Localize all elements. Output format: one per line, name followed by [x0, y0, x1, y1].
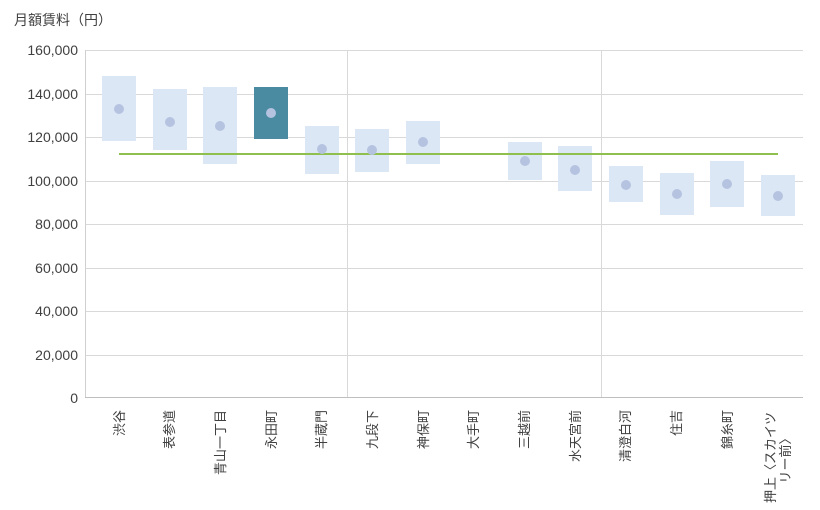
- median-dot: [114, 103, 124, 114]
- y-axis-tick-label: 120,000: [27, 129, 78, 145]
- x-axis-category-label: 三越前: [517, 410, 532, 450]
- gridline: [85, 137, 803, 138]
- gridline: [85, 267, 803, 269]
- gridline: [85, 224, 803, 225]
- plot-area: 渋谷 表参道 青山一丁目 永田町 半蔵門 九段下 神保町 大手町 三越前 水天宮前 清澄白河 住吉 錦糸…: [85, 50, 803, 503]
- median-dot: [519, 155, 530, 166]
- y-axis-tick-label: 100,000: [27, 172, 78, 189]
- y-axis-line: [85, 50, 86, 398]
- gridline: [85, 180, 803, 182]
- x-axis-line: [85, 397, 803, 398]
- x-axis-category-label: 大手町: [466, 410, 482, 450]
- x-axis-category-label: 清澄白河: [618, 410, 634, 463]
- average-line: [119, 153, 778, 156]
- median-dot: [722, 178, 733, 189]
- median-dot: [418, 137, 429, 148]
- median-dot: [570, 164, 581, 175]
- gridline: [85, 93, 803, 95]
- median-dot: [266, 108, 277, 119]
- group-separator-line: [600, 50, 602, 398]
- y-axis-tick-label: 0: [70, 390, 78, 406]
- x-axis-category-label: 九段下: [364, 410, 380, 450]
- gridline: [85, 311, 803, 312]
- x-axis-category-label: 表参道: [162, 410, 178, 450]
- median-dot: [620, 179, 631, 190]
- chart-title: 月額賃料（円）: [14, 12, 112, 28]
- median-dot: [316, 144, 327, 154]
- y-axis-tick-label: 140,000: [27, 85, 78, 102]
- gridline: [85, 50, 803, 51]
- y-axis-tick-label: 20,000: [35, 346, 78, 363]
- median-dot: [773, 190, 783, 201]
- y-axis-tick-label: 60,000: [35, 259, 78, 276]
- group-separator-line: [347, 50, 349, 398]
- median-dot: [164, 116, 175, 127]
- x-axis-category-label: 渋谷: [111, 410, 127, 437]
- x-axis-category-label: 住吉: [669, 410, 685, 437]
- gridline: [85, 354, 803, 356]
- y-axis-tick-label: 160,000: [27, 42, 78, 58]
- x-axis-category-label: 押上〈スカイツリー前〉: [763, 412, 793, 504]
- x-axis-category-label: 錦糸町: [719, 410, 735, 450]
- x-axis-category-label: 永田町: [263, 410, 279, 450]
- median-dot: [367, 145, 378, 155]
- x-axis-category-label: 神保町: [415, 410, 431, 450]
- median-dot: [671, 188, 682, 199]
- x-axis-category-label: 半蔵門: [314, 410, 330, 450]
- y-axis-tick-label: 80,000: [35, 216, 78, 232]
- x-axis-category-label: 青山一丁目: [212, 410, 228, 476]
- median-dot: [215, 121, 226, 132]
- x-axis-category-label: 水天宮前: [567, 410, 583, 463]
- y-axis-tick-label: 40,000: [35, 303, 78, 319]
